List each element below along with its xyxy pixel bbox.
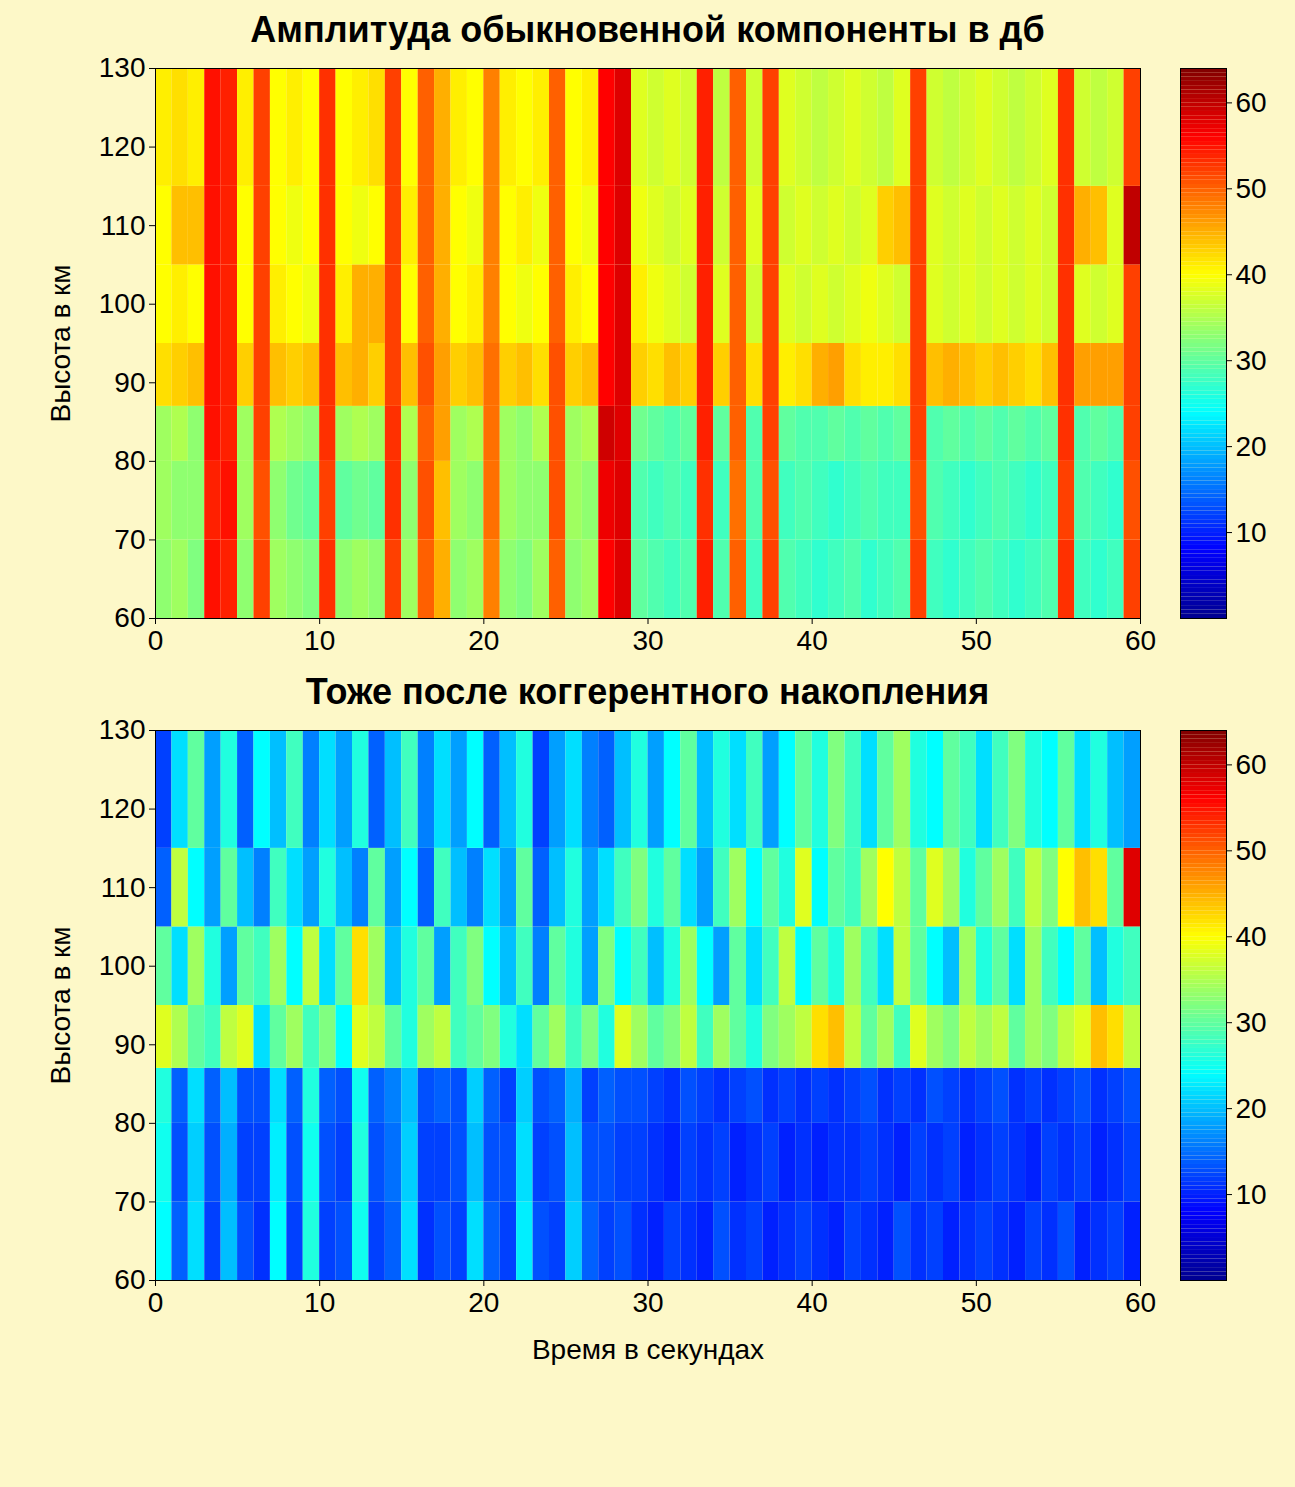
svg-text:60: 60: [1125, 1287, 1156, 1318]
svg-text:100: 100: [99, 950, 146, 981]
svg-text:30: 30: [632, 1287, 663, 1318]
svg-text:100: 100: [99, 288, 146, 319]
svg-text:130: 130: [99, 714, 146, 745]
svg-text:Высота в км: Высота в км: [45, 264, 76, 422]
svg-text:50: 50: [961, 1287, 992, 1318]
html-text:Тоже после коггерентного накоп: Тоже после коггерентного накопления: [305, 671, 990, 712]
svg-text:120: 120: [99, 131, 146, 162]
svg-text:10: 10: [304, 1287, 335, 1318]
svg-text:Высота в км: Высота в км: [45, 926, 76, 1084]
svg-text:60: 60: [114, 1264, 145, 1295]
svg-text:110: 110: [101, 872, 146, 903]
svg-text:80: 80: [114, 1107, 145, 1138]
svg-text:10: 10: [1236, 1179, 1267, 1210]
svg-text:40: 40: [797, 625, 828, 656]
svg-text:70: 70: [114, 524, 145, 555]
svg-text:40: 40: [1236, 921, 1267, 952]
svg-text:10: 10: [304, 625, 335, 656]
html-text:Амплитуда обыкновенной компоне: Амплитуда обыкновенной компоненты в дб: [250, 9, 1045, 50]
svg-text:Время в секундах: Время в секундах: [532, 1334, 764, 1365]
svg-text:10: 10: [1236, 517, 1267, 548]
svg-text:130: 130: [99, 52, 146, 83]
svg-text:30: 30: [1236, 1007, 1267, 1038]
svg-text:20: 20: [468, 625, 499, 656]
svg-text:60: 60: [1125, 625, 1156, 656]
svg-text:20: 20: [1236, 431, 1267, 462]
svg-text:90: 90: [114, 1029, 145, 1060]
svg-text:90: 90: [114, 367, 145, 398]
svg-text:50: 50: [1236, 835, 1267, 866]
svg-text:20: 20: [468, 1287, 499, 1318]
svg-text:30: 30: [632, 625, 663, 656]
svg-text:120: 120: [99, 793, 146, 824]
svg-text:40: 40: [797, 1287, 828, 1318]
svg-text:0: 0: [148, 625, 164, 656]
svg-text:110: 110: [101, 210, 146, 241]
svg-text:80: 80: [114, 445, 145, 476]
svg-text:50: 50: [1236, 173, 1267, 204]
svg-text:70: 70: [114, 1186, 145, 1217]
svg-text:50: 50: [961, 625, 992, 656]
svg-text:60: 60: [114, 602, 145, 633]
svg-text:60: 60: [1236, 749, 1267, 780]
svg-text:30: 30: [1236, 345, 1267, 376]
svg-text:60: 60: [1236, 87, 1267, 118]
svg-text:20: 20: [1236, 1093, 1267, 1124]
svg-text:40: 40: [1236, 259, 1267, 290]
svg-text:0: 0: [148, 1287, 164, 1318]
